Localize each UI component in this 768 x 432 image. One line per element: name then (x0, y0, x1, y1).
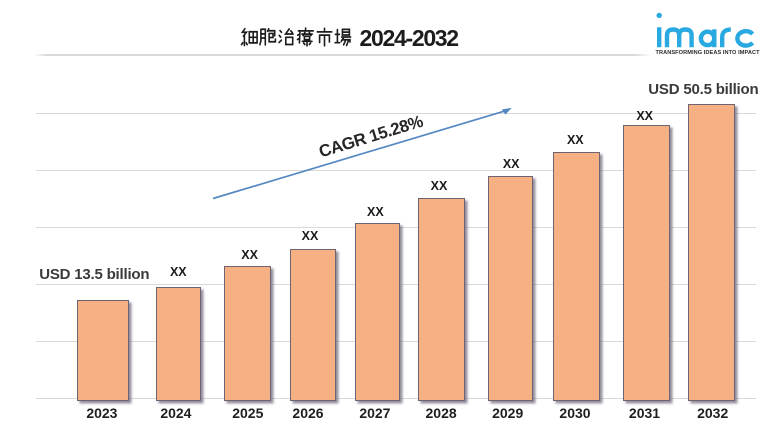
svg-text:TRANSFORMING IDEAS INTO IMPACT: TRANSFORMING IDEAS INTO IMPACT (656, 50, 761, 56)
